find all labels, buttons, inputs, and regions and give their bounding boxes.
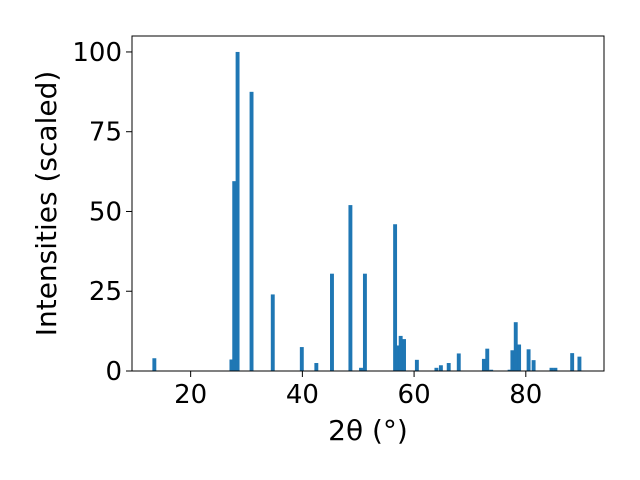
bar — [402, 339, 406, 371]
bar — [229, 359, 234, 371]
bar — [531, 360, 536, 371]
bar — [362, 273, 367, 371]
bar — [434, 367, 439, 371]
bar — [553, 367, 558, 371]
bar — [507, 369, 512, 371]
bar — [513, 322, 518, 371]
y-tick-label: 100 — [72, 38, 122, 68]
y-axis: 0 25 50 75 100 — [72, 38, 132, 387]
bar — [517, 344, 522, 371]
bars-group — [152, 51, 582, 371]
bar — [359, 367, 363, 371]
bar — [526, 349, 531, 371]
bar — [570, 353, 575, 371]
bar — [395, 345, 400, 371]
bar — [456, 353, 461, 371]
bar — [330, 273, 334, 371]
bar — [438, 365, 443, 371]
y-tick-label: 75 — [89, 118, 122, 148]
bar — [270, 294, 275, 371]
x-tick-label: 20 — [174, 380, 207, 410]
bar — [393, 224, 398, 371]
bar — [235, 51, 240, 371]
bar — [398, 335, 403, 371]
bar — [232, 181, 237, 371]
x-tick-label: 40 — [286, 380, 319, 410]
bar — [549, 367, 554, 371]
x-axis: 20 40 60 80 — [174, 371, 542, 410]
bar — [510, 350, 515, 371]
bar — [299, 347, 304, 371]
bar — [249, 91, 254, 371]
bar — [485, 348, 490, 371]
y-tick-label: 50 — [89, 197, 122, 227]
x-axis-label: 2θ (°) — [328, 414, 408, 447]
bar — [414, 359, 419, 371]
y-tick-label: 25 — [89, 277, 122, 307]
bar — [481, 358, 486, 371]
bar — [348, 205, 353, 371]
x-tick-label: 60 — [398, 380, 431, 410]
bar — [152, 358, 157, 371]
y-axis-label: Intensities (scaled) — [30, 71, 63, 337]
plot-frame — [131, 35, 605, 372]
bar — [314, 363, 319, 371]
bar — [489, 369, 494, 371]
bar — [577, 356, 582, 371]
y-tick-label: 0 — [105, 357, 122, 387]
x-tick-label: 80 — [509, 380, 542, 410]
bar — [446, 363, 451, 371]
